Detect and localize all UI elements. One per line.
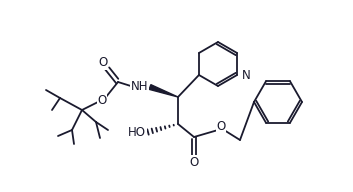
- Text: N: N: [242, 69, 251, 81]
- Text: HO: HO: [128, 126, 146, 138]
- Text: O: O: [98, 56, 108, 70]
- Text: NH: NH: [131, 79, 148, 93]
- Text: O: O: [189, 156, 199, 169]
- Text: O: O: [97, 94, 107, 107]
- Polygon shape: [149, 85, 178, 97]
- Text: O: O: [216, 119, 226, 132]
